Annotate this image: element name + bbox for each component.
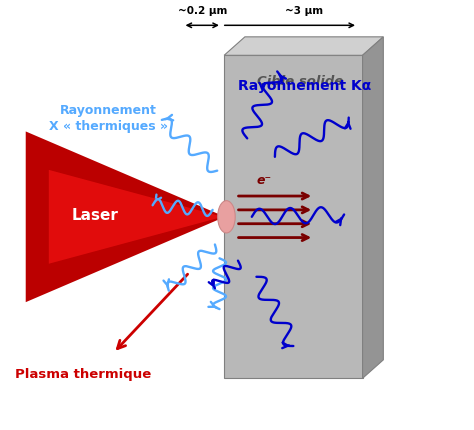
Polygon shape <box>26 132 225 302</box>
Text: Plasma thermique: Plasma thermique <box>15 367 152 380</box>
Polygon shape <box>224 38 383 56</box>
Polygon shape <box>363 38 383 378</box>
Text: e⁻: e⁻ <box>256 173 272 187</box>
Text: ~3 μm: ~3 μm <box>285 6 323 16</box>
Text: Laser: Laser <box>72 208 118 223</box>
Text: Rayonnement Kα: Rayonnement Kα <box>238 79 372 93</box>
Ellipse shape <box>218 201 235 233</box>
Polygon shape <box>49 170 223 264</box>
Bar <box>224 56 363 378</box>
Text: ~0.2 μm: ~0.2 μm <box>178 6 227 16</box>
Text: Cible solide: Cible solide <box>257 75 344 88</box>
Text: Rayonnement
X « thermiques »: Rayonnement X « thermiques » <box>49 104 168 133</box>
